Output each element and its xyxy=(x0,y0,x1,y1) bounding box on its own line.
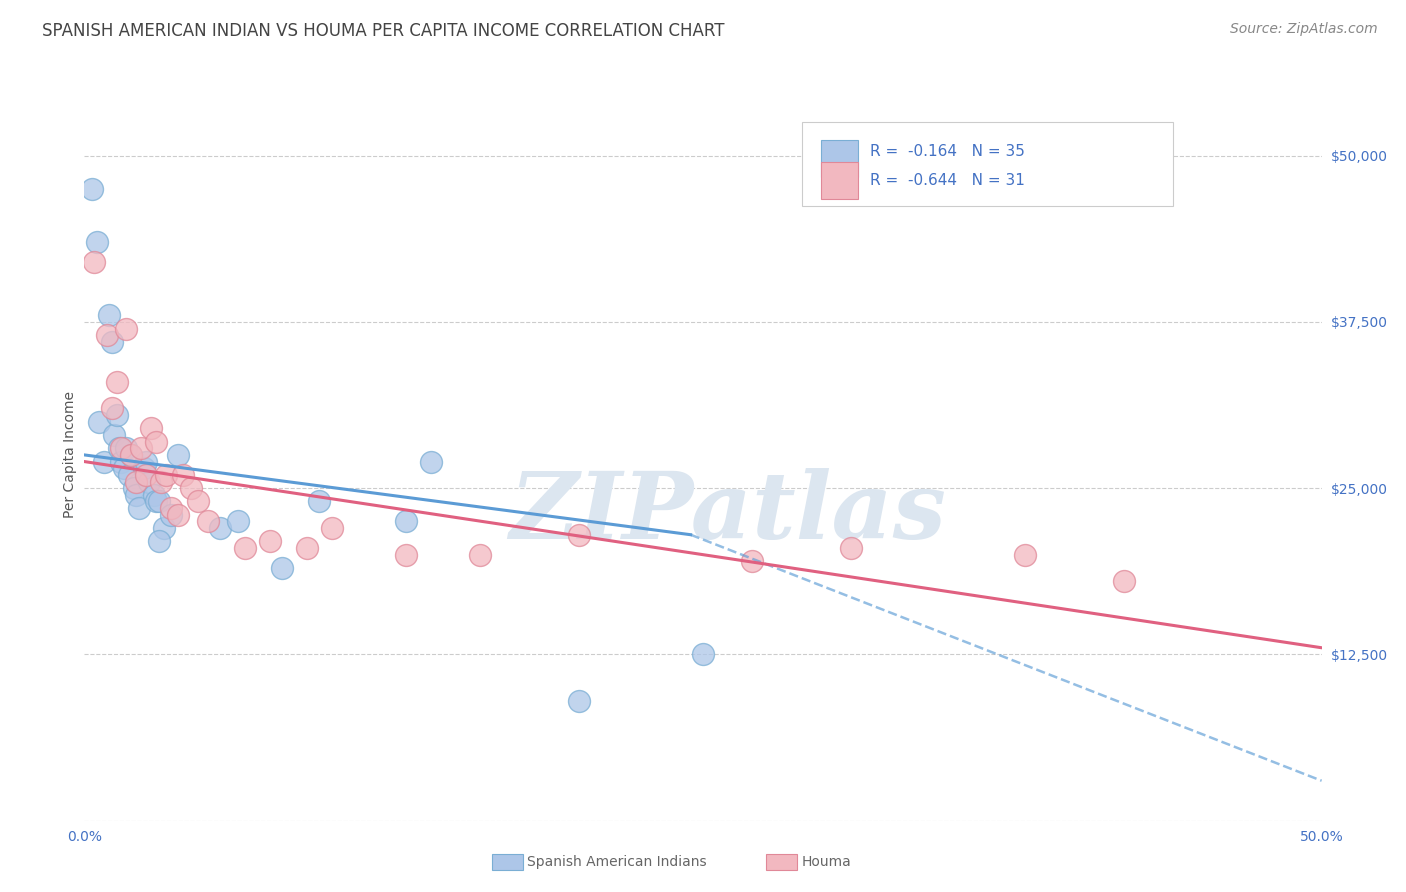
Point xyxy=(197,515,219,529)
Point xyxy=(295,541,318,555)
Point xyxy=(115,321,138,335)
Point xyxy=(105,375,128,389)
Point xyxy=(110,454,132,468)
Text: Houma: Houma xyxy=(801,855,851,869)
Point xyxy=(167,508,190,522)
Point xyxy=(1014,548,1036,562)
Point xyxy=(568,527,591,541)
Point xyxy=(180,481,202,495)
Point xyxy=(145,434,167,449)
Point xyxy=(226,515,249,529)
Text: Spanish American Indians: Spanish American Indians xyxy=(527,855,707,869)
Point xyxy=(395,515,418,529)
Point xyxy=(103,428,125,442)
Point xyxy=(122,481,145,495)
Point xyxy=(120,448,142,462)
Point xyxy=(167,448,190,462)
Point xyxy=(98,308,121,322)
Point xyxy=(419,454,441,468)
Point xyxy=(112,461,135,475)
Text: R =  -0.644   N = 31: R = -0.644 N = 31 xyxy=(870,173,1025,188)
Point xyxy=(160,508,183,522)
Point xyxy=(100,401,122,416)
Point xyxy=(1112,574,1135,589)
Point xyxy=(108,442,131,456)
Point xyxy=(105,408,128,422)
Point xyxy=(152,521,174,535)
Point xyxy=(125,488,148,502)
Point xyxy=(741,554,763,568)
Point xyxy=(148,534,170,549)
Bar xyxy=(801,122,1173,206)
Point xyxy=(135,467,157,482)
Point xyxy=(118,467,141,482)
Point xyxy=(692,648,714,662)
Point xyxy=(115,442,138,456)
Y-axis label: Per Capita Income: Per Capita Income xyxy=(63,392,77,518)
Text: ZIPatlas: ZIPatlas xyxy=(509,468,946,558)
Point xyxy=(209,521,232,535)
Point xyxy=(110,442,132,456)
Text: SPANISH AMERICAN INDIAN VS HOUMA PER CAPITA INCOME CORRELATION CHART: SPANISH AMERICAN INDIAN VS HOUMA PER CAP… xyxy=(42,22,724,40)
Point xyxy=(271,561,294,575)
Point xyxy=(120,448,142,462)
Point xyxy=(321,521,343,535)
Point xyxy=(395,548,418,562)
Point xyxy=(135,454,157,468)
Point xyxy=(568,694,591,708)
Bar xyxy=(821,140,858,177)
Point xyxy=(125,475,148,489)
Point xyxy=(129,442,152,456)
Point xyxy=(83,255,105,269)
Point xyxy=(89,415,111,429)
Text: R =  -0.164   N = 35: R = -0.164 N = 35 xyxy=(870,144,1025,159)
Point xyxy=(96,328,118,343)
Point xyxy=(145,494,167,508)
Point xyxy=(128,501,150,516)
Point xyxy=(308,494,330,508)
Text: Source: ZipAtlas.com: Source: ZipAtlas.com xyxy=(1230,22,1378,37)
Point xyxy=(233,541,256,555)
Point xyxy=(155,467,177,482)
Point xyxy=(470,548,492,562)
Point xyxy=(80,182,103,196)
Point xyxy=(142,488,165,502)
Point xyxy=(148,494,170,508)
Point xyxy=(138,475,160,489)
Point xyxy=(93,454,115,468)
Point xyxy=(172,467,194,482)
Bar xyxy=(821,162,858,199)
Point xyxy=(187,494,209,508)
Point xyxy=(100,334,122,349)
Point xyxy=(141,421,163,435)
Point xyxy=(841,541,863,555)
Point xyxy=(160,501,183,516)
Point xyxy=(150,475,173,489)
Point xyxy=(259,534,281,549)
Point xyxy=(132,461,155,475)
Point xyxy=(86,235,108,249)
